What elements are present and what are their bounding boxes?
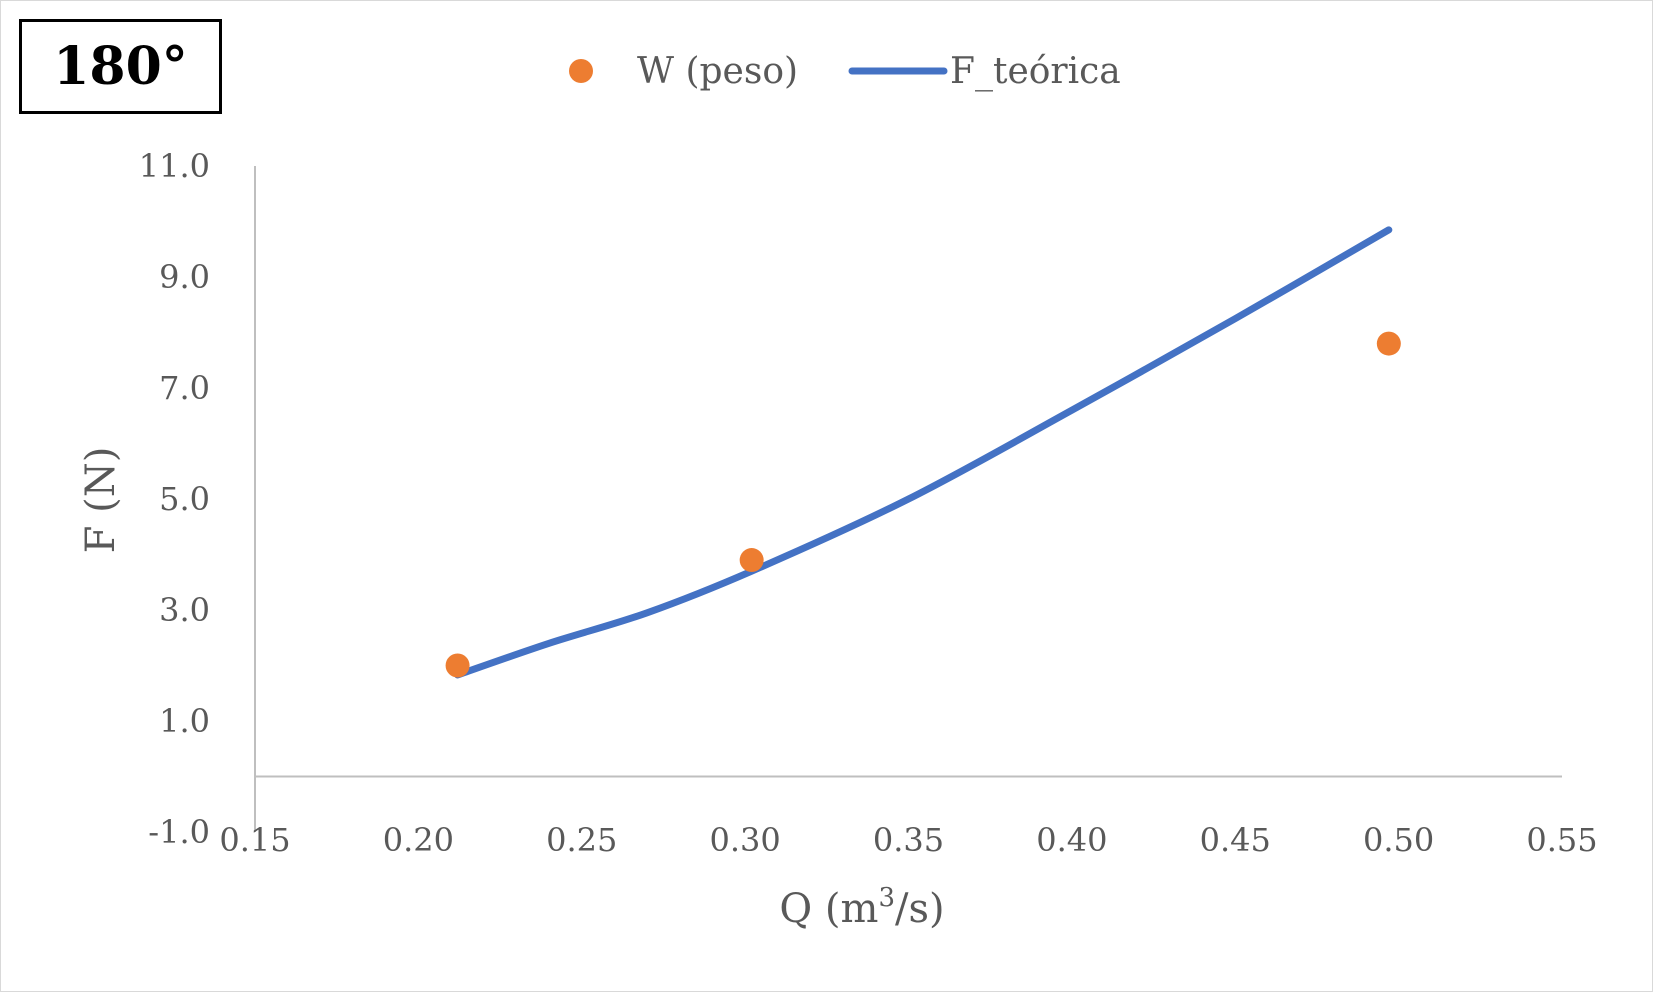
y-tick-labels: -1.0 1.0 3.0 5.0 7.0 9.0 11.0 (139, 147, 210, 851)
x-tick-label: 0.25 (546, 821, 617, 859)
x-tick-label: 0.45 (1200, 821, 1271, 859)
y-tick-label: 5.0 (159, 480, 210, 518)
y-tick-label: 7.0 (159, 369, 210, 407)
y-tick-label: 3.0 (159, 591, 210, 629)
legend-label-w: W (peso) (637, 51, 798, 92)
series-layer (445, 226, 1401, 679)
x-tick-label: 0.15 (219, 821, 290, 859)
scatter-point-w-peso (1376, 331, 1401, 356)
legend: W (peso) F_teórica (569, 51, 1121, 92)
x-axis-title-superscript: 3 (878, 883, 895, 913)
scatter-point-w-peso (739, 548, 764, 573)
y-tick-label: -1.0 (148, 813, 210, 851)
x-tick-label: 0.30 (710, 821, 781, 859)
legend-label-f: F_teórica (950, 51, 1121, 92)
x-tick-label: 0.35 (873, 821, 944, 859)
x-tick-labels: 0.15 0.20 0.25 0.30 0.35 0.40 0.45 0.50 0.55 (219, 821, 1597, 859)
scatter-point-w-peso (445, 653, 470, 678)
series-line-f-teorica (454, 226, 1393, 679)
y-tick-label: 11.0 (139, 147, 210, 185)
y-axis-title: F (N) (78, 447, 124, 554)
x-tick-label: 0.55 (1526, 821, 1597, 859)
x-tick-label: 0.20 (383, 821, 454, 859)
y-tick-label: 1.0 (159, 702, 210, 740)
x-tick-label: 0.40 (1036, 821, 1107, 859)
x-tick-label: 0.50 (1363, 821, 1434, 859)
x-axis-title: Q (m3/s) (779, 883, 944, 932)
angle-badge: 180° (19, 19, 222, 114)
legend-marker-w (569, 59, 593, 83)
y-tick-label: 9.0 (159, 258, 210, 296)
